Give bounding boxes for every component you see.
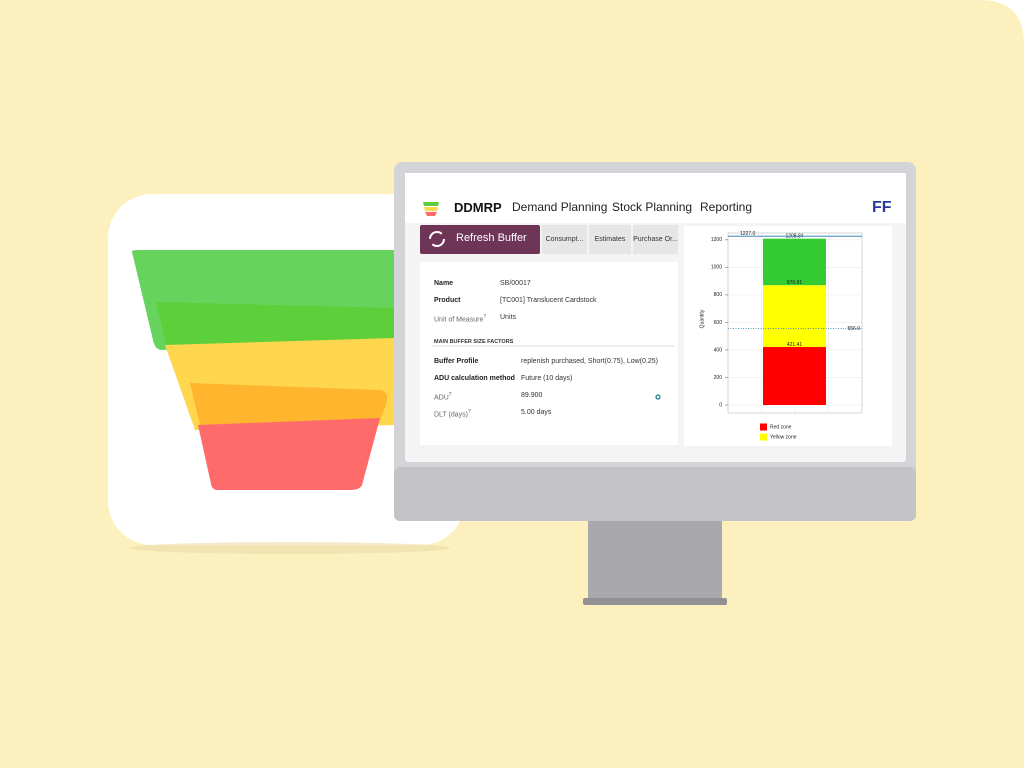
app-name: DDMRP (454, 200, 502, 215)
field-label: DLT (days)? (434, 409, 471, 419)
section-title: MAIN BUFFER SIZE FACTORS (434, 339, 514, 345)
tab-button[interactable]: Estimates (589, 225, 631, 254)
y-tick-label: 600 (714, 320, 723, 326)
reference-label: 1227.0 (740, 231, 756, 237)
tab-button[interactable]: Consumpt... (542, 225, 587, 254)
y-tick-label: 400 (714, 347, 723, 353)
help-icon: ? (483, 314, 487, 320)
y-tick-label: 1200 (711, 237, 722, 243)
bar-segment (763, 285, 826, 348)
y-tick-label: 1000 (711, 265, 722, 271)
field-value: Units (500, 314, 516, 321)
y-tick-label: 0 (719, 402, 722, 408)
legend-swatch (760, 423, 767, 431)
y-tick-label: 200 (714, 375, 723, 381)
tab-button[interactable]: Purchase Or... (633, 225, 678, 254)
field-value: 5.00 days (521, 409, 552, 416)
bar-segment (763, 238, 826, 286)
legend-swatch (760, 433, 767, 441)
help-icon: ? (448, 392, 452, 398)
field-label: Unit of Measure? (434, 314, 487, 324)
y-axis-label: Quantity (699, 309, 705, 328)
bar-segment (763, 347, 826, 405)
menu-item[interactable]: Demand Planning (512, 200, 608, 214)
field-label: Product (434, 297, 461, 304)
bar-label: 421.41 (787, 342, 803, 348)
field-value: Future (10 days) (521, 375, 573, 382)
field-value: [TC001] Translucent Cardstock (500, 297, 597, 304)
legend-label: Red zone (770, 424, 792, 430)
logo: FF (872, 199, 892, 216)
field-value: 89.900 (521, 392, 543, 399)
field-value: replenish purchased, Short(0.75), Low(0.… (521, 358, 658, 365)
y-tick-label: 800 (714, 292, 723, 298)
field-label: Buffer Profile (434, 358, 479, 365)
menu-item[interactable]: Reporting (700, 200, 753, 214)
reference-label: 556.0 (847, 326, 860, 332)
chart: 0 200 400 600 800 1000 1200 Quantity 421.41 870.8… (699, 231, 863, 441)
field-label: ADU? (434, 392, 452, 402)
menu-item[interactable]: Stock Planning (612, 200, 693, 214)
refresh-button[interactable]: Refresh Buffer (456, 232, 527, 244)
bar-label: 870.81 (787, 280, 803, 286)
field-label: ADU calculation method (434, 375, 515, 382)
legend-label: Yellow zone (770, 434, 797, 440)
field-value: SB/00017 (500, 280, 531, 287)
help-icon: ? (467, 409, 471, 415)
field-label: Name (434, 280, 454, 287)
